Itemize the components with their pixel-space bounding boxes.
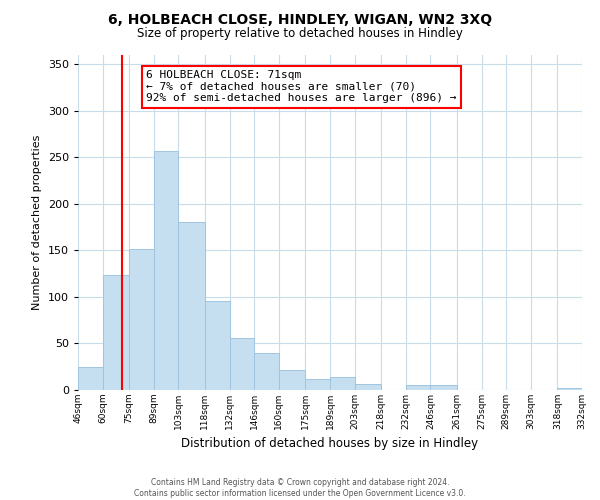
Bar <box>279 370 305 390</box>
Bar <box>305 379 330 390</box>
Bar <box>557 388 582 390</box>
Bar <box>78 366 103 390</box>
Bar <box>355 384 381 390</box>
Bar <box>129 248 154 390</box>
X-axis label: Distribution of detached houses by size in Hindley: Distribution of detached houses by size … <box>181 438 479 450</box>
Y-axis label: Number of detached properties: Number of detached properties <box>32 135 42 310</box>
Text: 6, HOLBEACH CLOSE, HINDLEY, WIGAN, WN2 3XQ: 6, HOLBEACH CLOSE, HINDLEY, WIGAN, WN2 3… <box>108 12 492 26</box>
Bar <box>406 386 430 390</box>
Bar <box>103 274 129 390</box>
Bar <box>205 300 230 390</box>
Text: Size of property relative to detached houses in Hindley: Size of property relative to detached ho… <box>137 28 463 40</box>
Bar <box>178 222 205 390</box>
Text: Contains HM Land Registry data © Crown copyright and database right 2024.
Contai: Contains HM Land Registry data © Crown c… <box>134 478 466 498</box>
Bar <box>230 338 254 390</box>
Bar <box>154 151 178 390</box>
Text: 6 HOLBEACH CLOSE: 71sqm
← 7% of detached houses are smaller (70)
92% of semi-det: 6 HOLBEACH CLOSE: 71sqm ← 7% of detached… <box>146 70 457 103</box>
Bar <box>430 386 457 390</box>
Bar <box>330 377 355 390</box>
Bar <box>254 353 279 390</box>
